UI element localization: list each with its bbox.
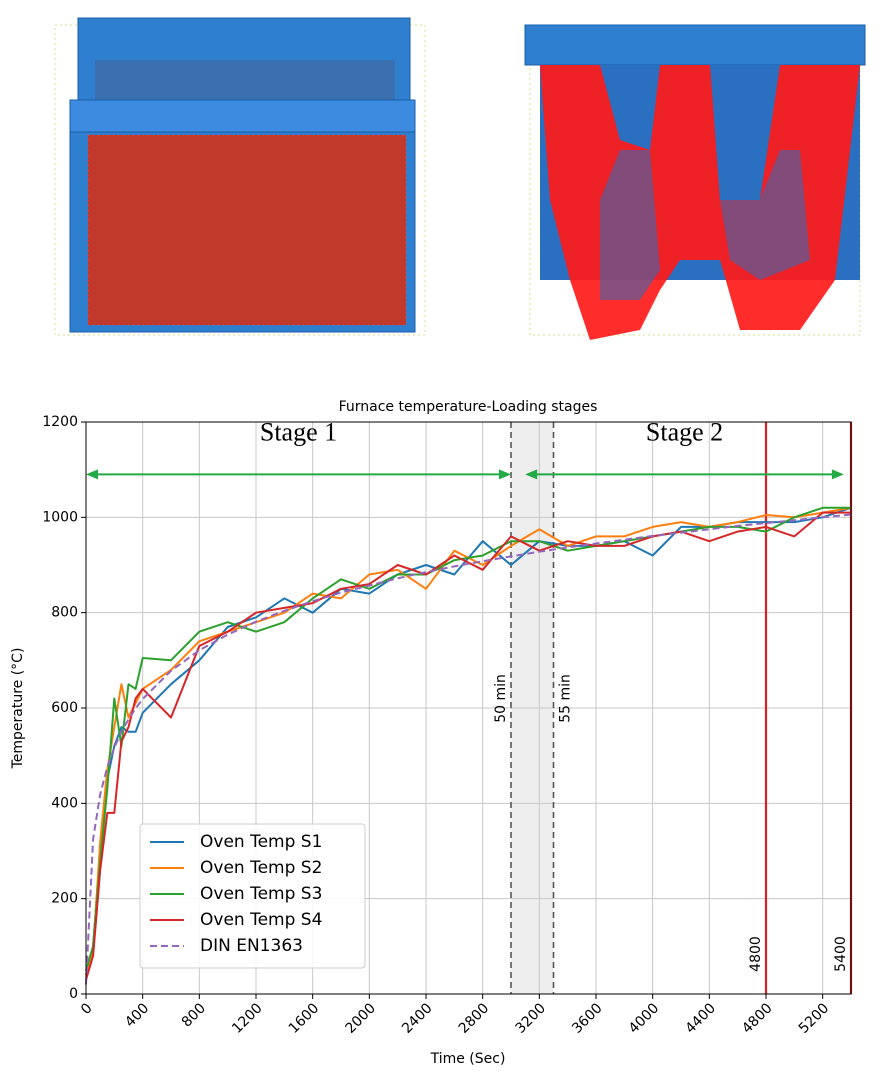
chart-title: Furnace temperature-Loading stages	[339, 399, 598, 415]
legend-label: DIN EN1363	[200, 936, 303, 956]
model-render-right	[525, 25, 865, 340]
y-tick-label: 0	[69, 986, 78, 1002]
x-axis-label: Time (Sec)	[430, 1051, 506, 1067]
y-tick-label: 400	[51, 795, 78, 811]
x-tick-label: 4000	[626, 1000, 663, 1037]
x-tick-label: 2400	[399, 1000, 436, 1037]
legend-label: Oven Temp S1	[200, 832, 322, 852]
arrow-head	[86, 469, 98, 479]
x-tick-label: 3600	[569, 1000, 606, 1037]
arrow-head	[499, 469, 511, 479]
legend-label: Oven Temp S4	[200, 910, 322, 930]
x-tick-label: 0	[78, 1000, 96, 1018]
vertical-line-label: 55 min	[558, 674, 574, 723]
y-tick-label: 600	[51, 700, 78, 716]
figure: Furnace temperature-Loading stages Time …	[0, 0, 888, 1069]
vertical-line-label: 5400	[833, 936, 849, 972]
arrow-head	[832, 469, 844, 479]
x-tick-label: 1600	[286, 1000, 323, 1037]
vertical-line-label: 4800	[748, 936, 764, 972]
x-tick-label: 2800	[456, 1000, 493, 1037]
model-render-left	[55, 18, 425, 335]
y-axis-label: Temperature (°C)	[10, 648, 26, 770]
x-tick-label: 1200	[229, 1000, 266, 1037]
y-tick-label: 1200	[42, 414, 78, 430]
y-tick-label: 800	[51, 605, 78, 621]
vertical-line-label: 50 min	[493, 674, 509, 723]
legend-label: Oven Temp S2	[200, 858, 322, 878]
x-tick-label: 5200	[796, 1000, 833, 1037]
x-tick-label: 4800	[739, 1000, 776, 1037]
x-tick-label: 400	[122, 1000, 152, 1030]
x-tick-label: 800	[179, 1000, 209, 1030]
x-tick-label: 3200	[512, 1000, 549, 1037]
x-tick-label: 4400	[682, 1000, 719, 1037]
x-tick-label: 2000	[342, 1000, 379, 1037]
y-tick-label: 1000	[42, 509, 78, 525]
legend-label: Oven Temp S3	[200, 884, 322, 904]
y-tick-label: 200	[51, 891, 78, 907]
legend: Oven Temp S1 Oven Temp S2 Oven Temp S3 Oven…	[140, 824, 365, 968]
